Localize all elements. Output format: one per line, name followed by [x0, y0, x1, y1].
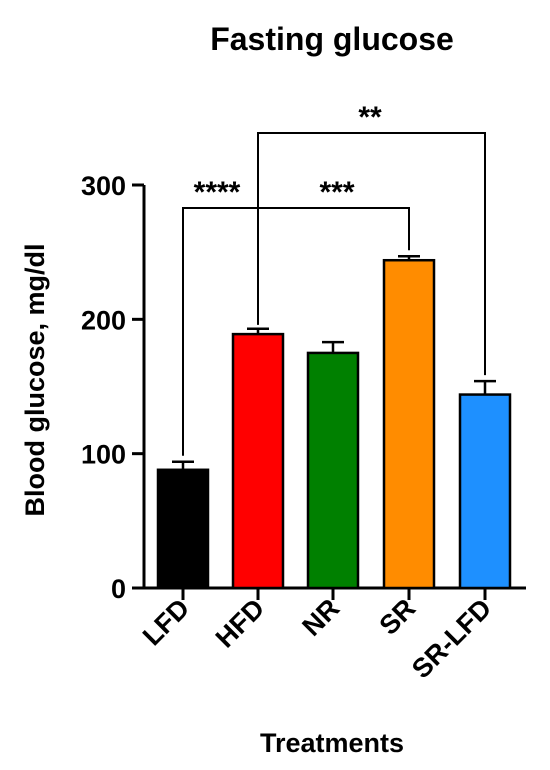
significance-brackets: **** ***** [182, 101, 486, 456]
significance-bracket [257, 132, 486, 376]
x-tick-label-nr: NR [296, 593, 345, 642]
significance-label: *** [319, 176, 354, 209]
chart-title: Fasting glucose [210, 21, 454, 57]
bar-nr [306, 351, 360, 590]
bar-hfd [231, 332, 285, 590]
bar-sr-lfd [458, 393, 512, 590]
y-tick-label: 200 [81, 305, 126, 335]
significance-label: **** [194, 176, 241, 209]
bar-lfd [156, 468, 210, 590]
x-tick-label-sr-lfd: SR-LFD [406, 593, 497, 684]
x-tick-label-sr: SR [374, 593, 422, 641]
y-tick-label: 100 [81, 440, 126, 470]
bars [156, 258, 512, 590]
significance-bracket [257, 207, 410, 325]
significance-label: ** [358, 101, 382, 134]
x-tick-label-hfd: HFD [210, 593, 270, 653]
bar-sr [382, 258, 436, 590]
y-tick-label: 300 [81, 171, 126, 201]
error-bars [172, 254, 496, 470]
x-axis-label: Treatments [260, 728, 404, 758]
x-tick-label-lfd: LFD [137, 593, 195, 651]
y-axis-label: Blood glucose, mg/dl [20, 243, 50, 516]
y-tick-label: 0 [111, 574, 126, 604]
